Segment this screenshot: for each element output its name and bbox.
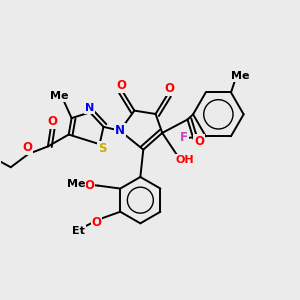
- Text: N: N: [115, 124, 125, 137]
- Text: F: F: [180, 131, 188, 144]
- Text: O: O: [92, 216, 101, 229]
- Text: Me: Me: [50, 92, 69, 101]
- Text: Me: Me: [231, 71, 249, 81]
- Text: O: O: [47, 115, 57, 128]
- Text: O: O: [164, 82, 174, 95]
- Text: Et: Et: [72, 226, 85, 236]
- Text: N: N: [85, 103, 94, 113]
- Text: OH: OH: [175, 155, 194, 165]
- Text: O: O: [194, 135, 204, 148]
- Text: S: S: [98, 142, 106, 155]
- Text: O: O: [84, 179, 94, 192]
- Text: O: O: [22, 141, 32, 154]
- Text: O: O: [116, 79, 126, 92]
- Text: Me: Me: [67, 179, 86, 189]
